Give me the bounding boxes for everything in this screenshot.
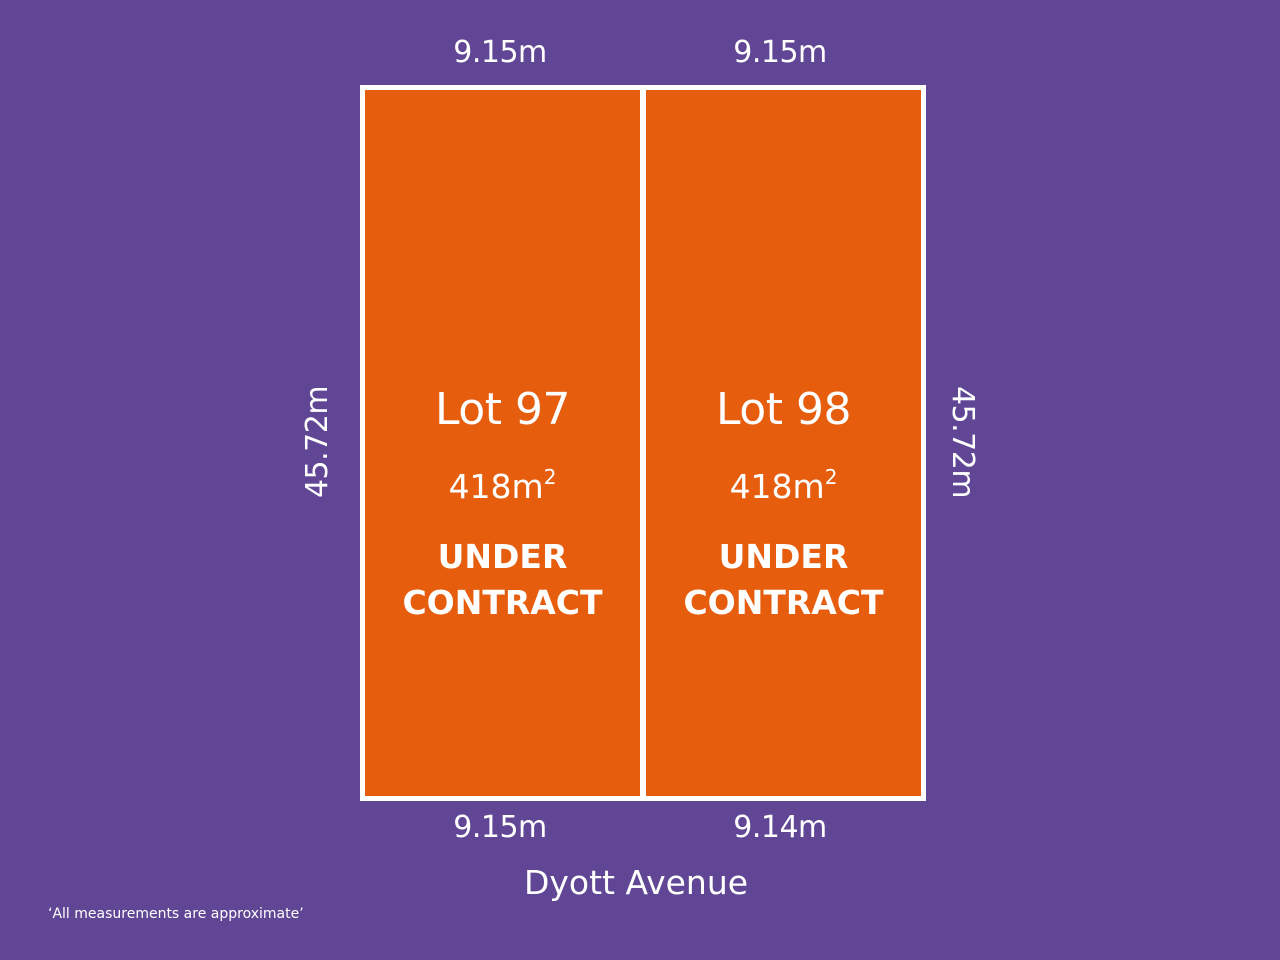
lot-98-parcel: Lot 98 418m2 UNDER CONTRACT (646, 90, 921, 796)
dimension-top-left-label: 9.15m (453, 35, 547, 70)
lot-98-area-superscript: 2 (824, 465, 838, 489)
lot-98-status: UNDER CONTRACT (683, 537, 884, 622)
lot-97-status: UNDER CONTRACT (402, 537, 603, 622)
dimension-bottom-right-label: 9.14m (733, 810, 827, 845)
lot-97-area-value: 418m (448, 467, 544, 506)
lot-97-name: Lot 97 (435, 384, 570, 435)
site-plan: Lot 97 418m2 UNDER CONTRACT Lot 98 418m2… (360, 85, 926, 801)
dimension-right-side-label: 45.72m (945, 385, 980, 499)
dimension-left-side-label: 45.72m (300, 385, 335, 499)
dimension-bottom-left-label: 9.15m (453, 810, 547, 845)
lot-97-parcel: Lot 97 418m2 UNDER CONTRACT (365, 90, 640, 796)
lot-98-name: Lot 98 (716, 384, 851, 435)
street-name-label: Dyott Avenue (523, 863, 749, 902)
lot-97-area-superscript: 2 (543, 465, 557, 489)
measurement-disclaimer: ‘All measurements are approximate’ (48, 906, 304, 922)
lot-97-area: 418m2 (365, 467, 640, 506)
lot-98-area-value: 418m (729, 467, 825, 506)
dimension-top-right-label: 9.15m (733, 35, 827, 70)
lot-98-area: 418m2 (646, 467, 921, 506)
